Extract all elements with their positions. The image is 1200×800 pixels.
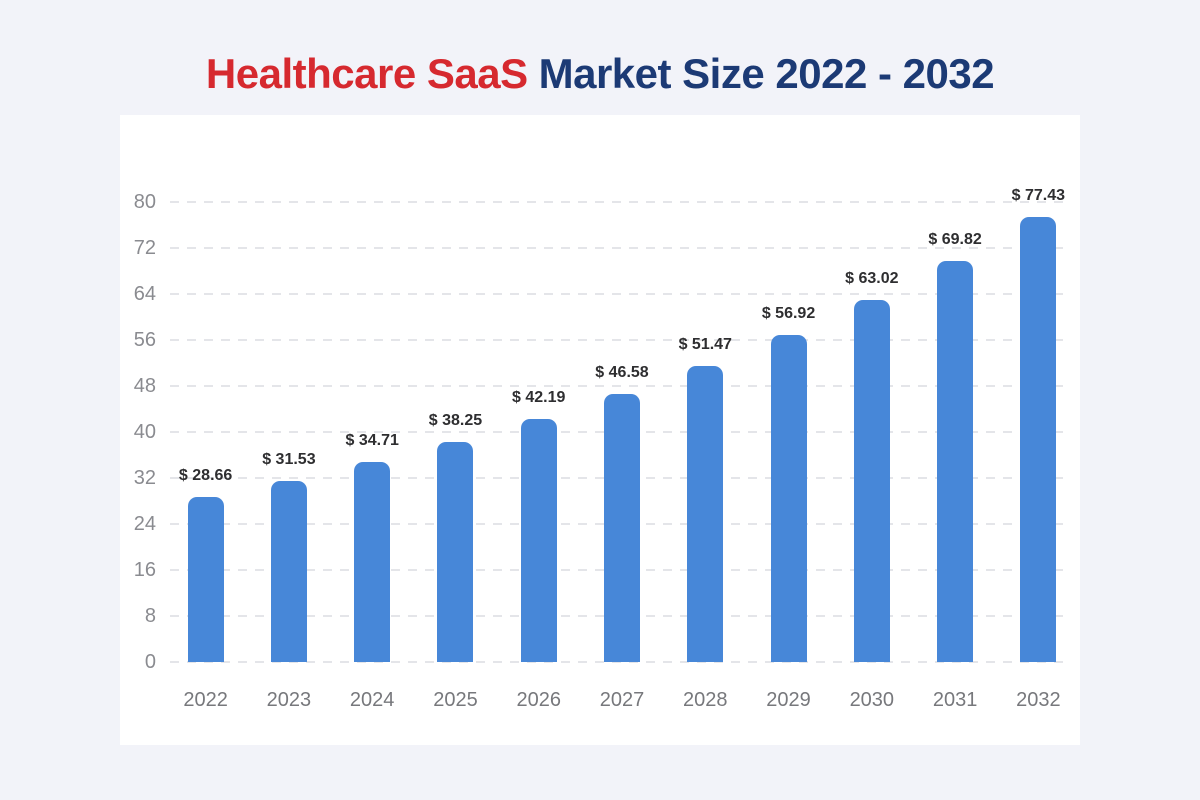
bar — [604, 394, 640, 662]
bar-value-label: $ 42.19 — [512, 389, 566, 406]
x-tick-label: 2026 — [516, 689, 561, 711]
y-tick-label: 64 — [133, 283, 156, 305]
x-tick-label: 2024 — [349, 689, 395, 711]
y-tick-label: 72 — [133, 237, 156, 259]
x-tick-label: 2022 — [183, 689, 228, 711]
chart-title-rest: Market Size 2022 - 2032 — [538, 50, 995, 97]
x-tick-label: 2030 — [849, 689, 895, 711]
y-tick-label: 80 — [133, 191, 156, 213]
chart-title-highlight: Healthcare SaaS — [205, 50, 528, 97]
y-tick-label: 24 — [133, 513, 156, 535]
x-tick-label: 2028 — [683, 689, 728, 711]
bar-value-label: $ 46.58 — [595, 364, 649, 381]
y-gridline — [170, 293, 1065, 295]
y-gridline — [170, 201, 1065, 203]
bar-value-label: $ 56.92 — [761, 305, 816, 322]
y-tick-label: 56 — [133, 329, 156, 351]
y-tick-label: 32 — [133, 467, 156, 489]
y-tick-label: 40 — [133, 421, 156, 443]
bar — [271, 481, 307, 662]
y-tick-label: 0 — [144, 651, 156, 673]
y-gridline — [170, 247, 1065, 249]
bar — [771, 335, 807, 662]
bar-value-label: $ 28.66 — [178, 467, 233, 484]
x-tick-label: 2025 — [433, 689, 478, 711]
bar — [437, 442, 473, 662]
x-tick-label: 2032 — [1016, 689, 1061, 711]
y-gridline — [170, 385, 1065, 387]
bar-chart: 0 8 16 24 32 40 48 56 64 72 80 $ 28.66 2022 $ 31.53 20… — [120, 115, 1080, 745]
bar-value-label: $ 38.25 — [428, 412, 483, 429]
bar-value-label: $ 77.43 — [1011, 187, 1066, 204]
bar-value-label: $ 63.02 — [845, 270, 899, 287]
bar-value-label: $ 31.53 — [262, 451, 316, 468]
x-tick-label: 2027 — [599, 689, 645, 711]
bar-value-label: $ 51.47 — [678, 336, 732, 353]
bar — [937, 261, 973, 662]
chart-card: 0 8 16 24 32 40 48 56 64 72 80 $ 28.66 2022 $ 31.53 20… — [120, 115, 1080, 745]
bar — [687, 366, 723, 662]
bar — [188, 497, 224, 662]
bar — [1020, 217, 1056, 662]
bar — [854, 300, 890, 662]
bar — [354, 462, 390, 662]
x-tick-label: 2029 — [766, 689, 811, 711]
y-tick-label: 16 — [133, 559, 156, 581]
x-tick-label: 2023 — [266, 689, 312, 711]
bar-value-label: $ 34.71 — [345, 432, 399, 449]
y-tick-label: 8 — [144, 605, 156, 627]
y-gridline — [170, 661, 1065, 663]
bar-value-label: $ 69.82 — [928, 231, 982, 248]
bar — [521, 419, 557, 662]
x-tick-label: 2031 — [932, 689, 978, 711]
y-gridline — [170, 339, 1065, 341]
chart-title: Healthcare SaaS Market Size 2022 - 2032 — [0, 50, 1200, 98]
y-tick-label: 48 — [133, 375, 156, 397]
